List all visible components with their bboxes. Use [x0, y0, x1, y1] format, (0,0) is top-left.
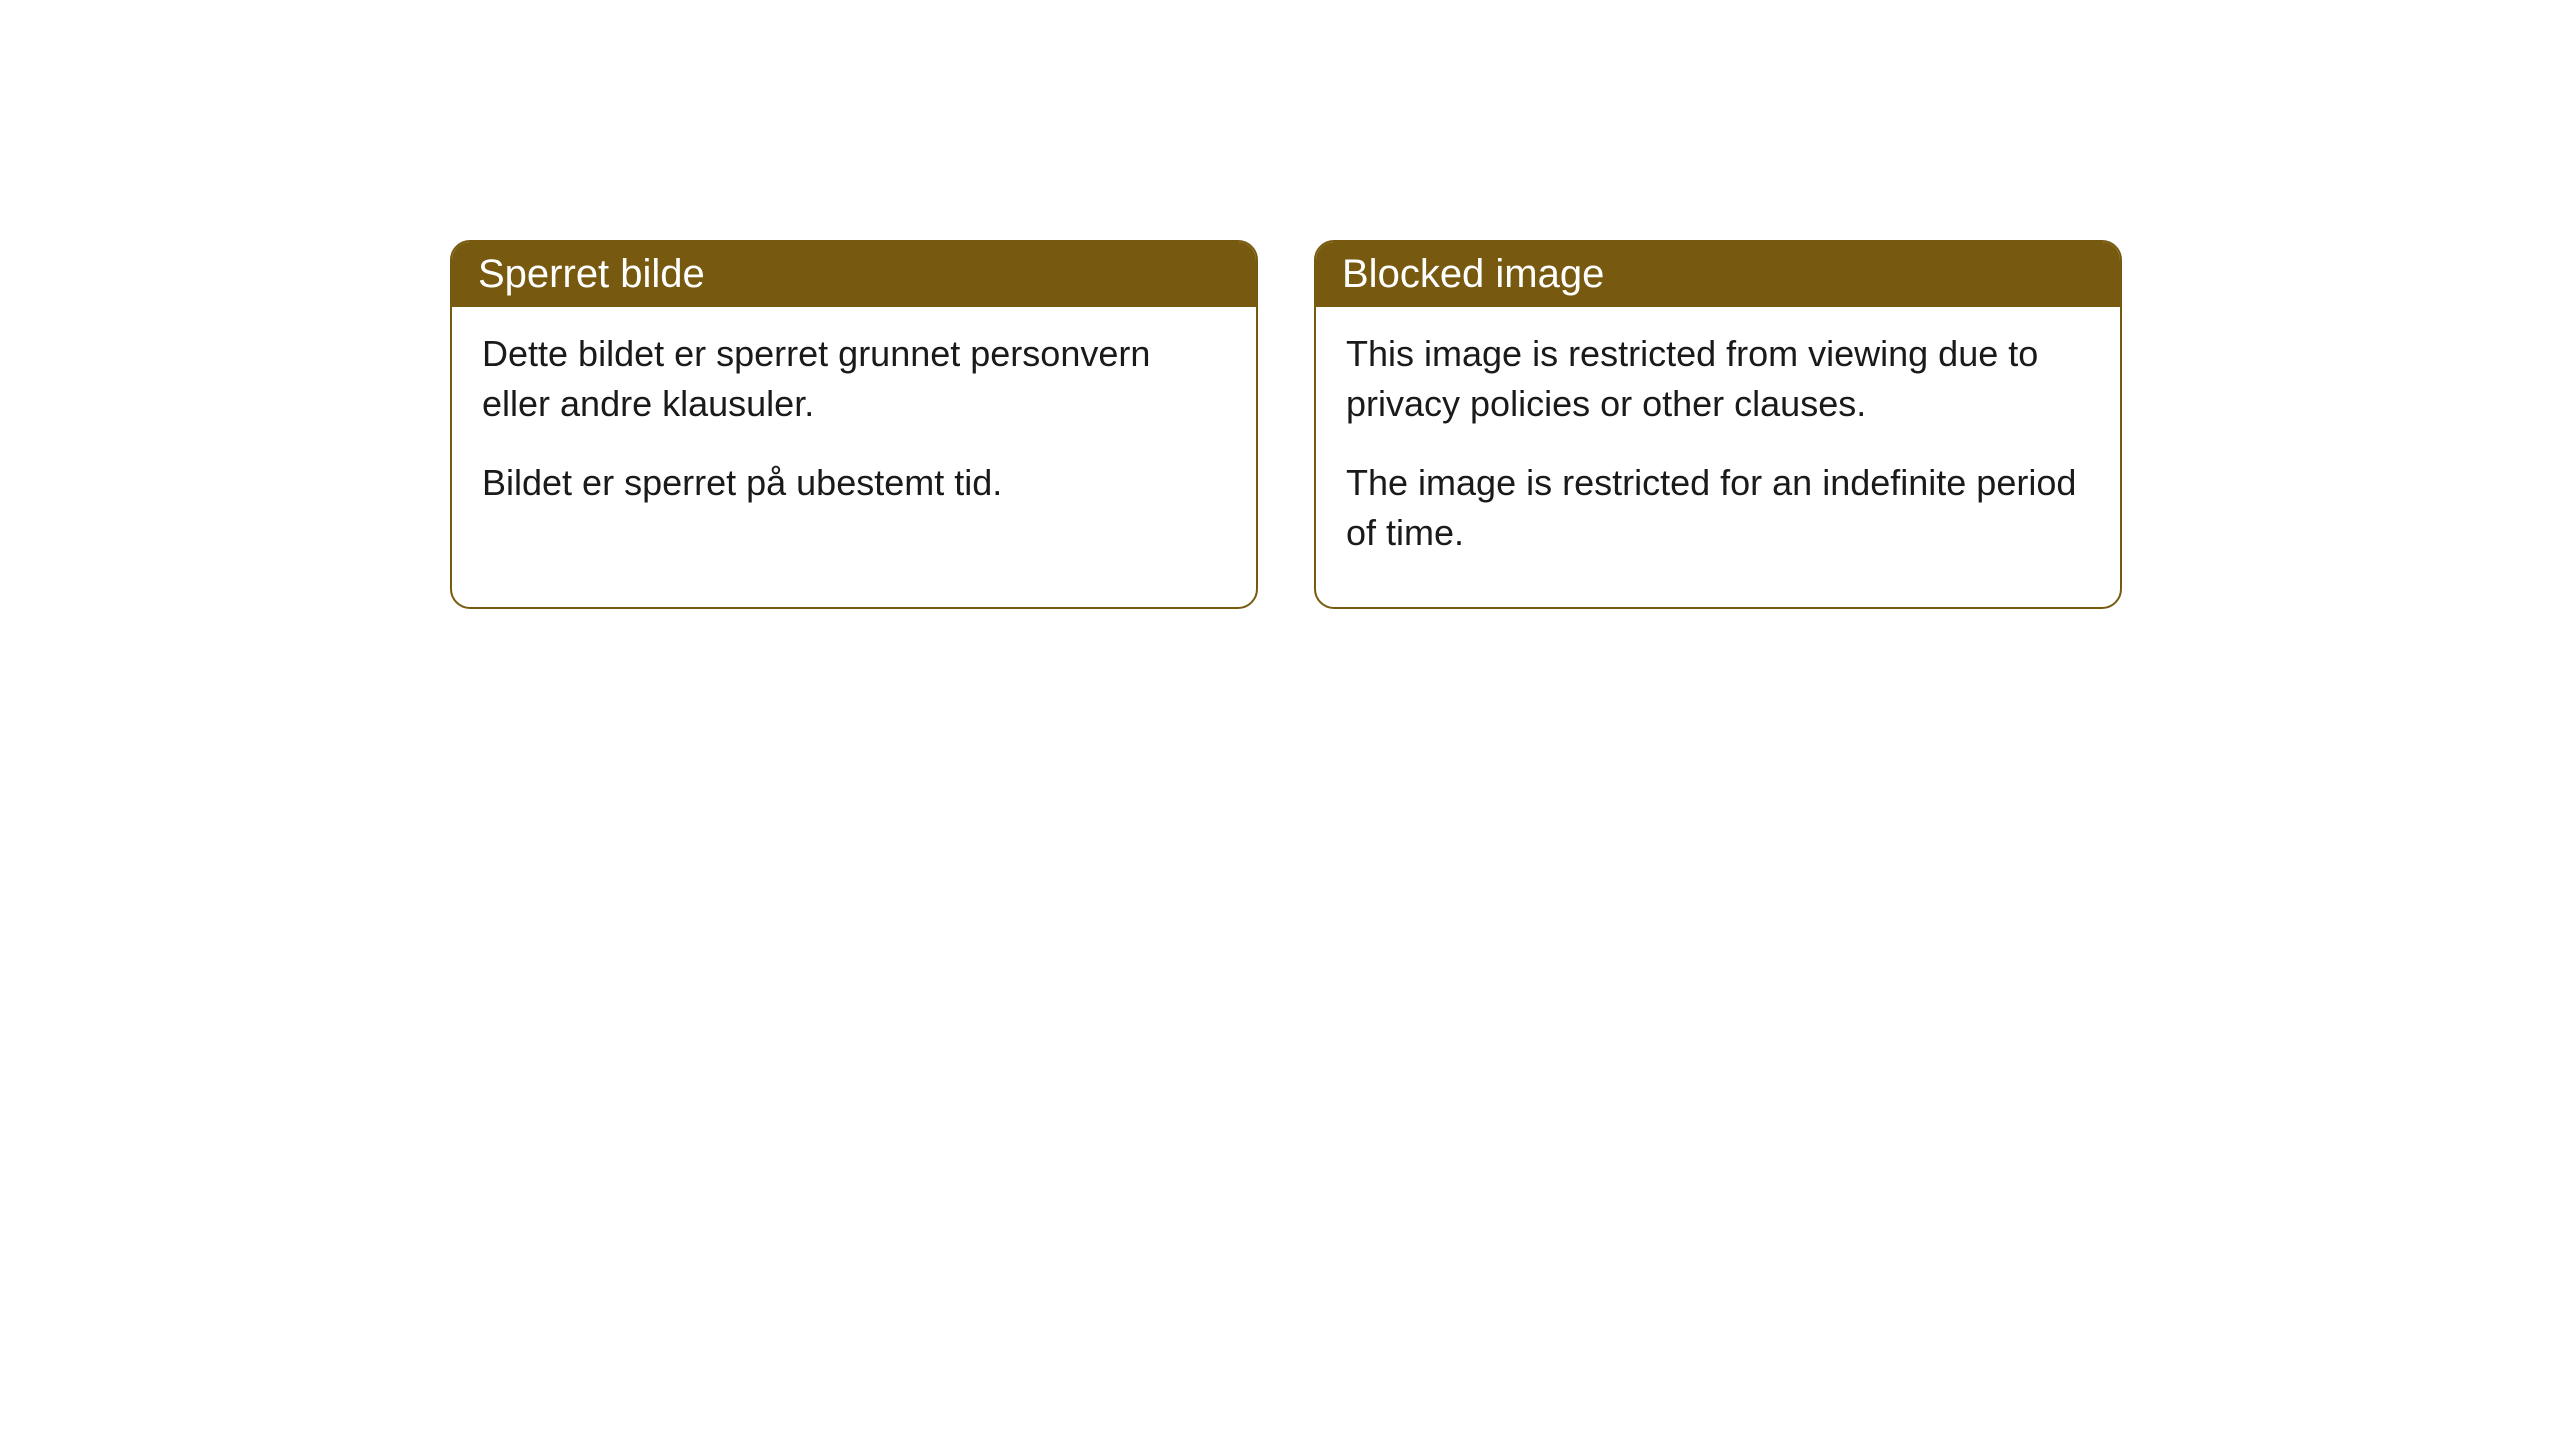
- card-paragraph: The image is restricted for an indefinit…: [1346, 458, 2090, 559]
- card-header: Blocked image: [1316, 242, 2120, 307]
- blocked-image-card-english: Blocked image This image is restricted f…: [1314, 240, 2122, 609]
- card-title: Sperret bilde: [478, 252, 705, 296]
- card-body: Dette bildet er sperret grunnet personve…: [452, 307, 1256, 556]
- cards-container: Sperret bilde Dette bildet er sperret gr…: [450, 240, 2122, 609]
- card-paragraph: Bildet er sperret på ubestemt tid.: [482, 458, 1226, 508]
- blocked-image-card-norwegian: Sperret bilde Dette bildet er sperret gr…: [450, 240, 1258, 609]
- card-paragraph: This image is restricted from viewing du…: [1346, 329, 2090, 430]
- card-body: This image is restricted from viewing du…: [1316, 307, 2120, 607]
- card-paragraph: Dette bildet er sperret grunnet personve…: [482, 329, 1226, 430]
- card-header: Sperret bilde: [452, 242, 1256, 307]
- card-title: Blocked image: [1342, 252, 1604, 296]
